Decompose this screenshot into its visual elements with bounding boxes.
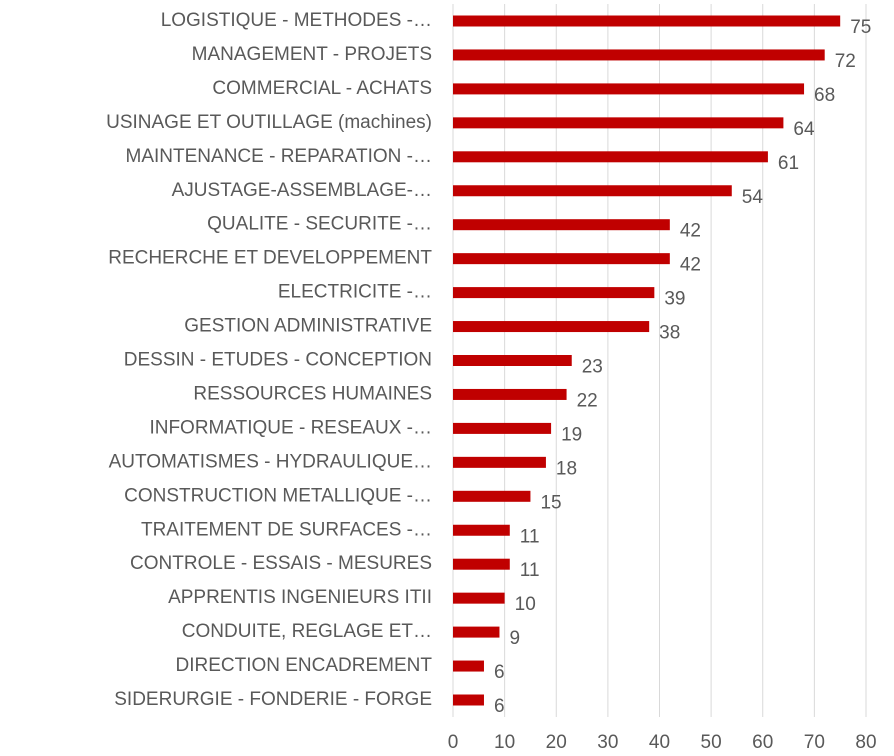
- data-label: 61: [778, 153, 799, 174]
- bar: [453, 287, 655, 299]
- y-tick-label: SIDERURGIE - FONDERIE - FORGE: [114, 689, 432, 710]
- x-tick-label: 60: [752, 732, 773, 753]
- bar: [453, 15, 841, 27]
- x-tick-label: 40: [649, 732, 670, 753]
- data-label: 6: [494, 696, 505, 717]
- y-tick-label: GESTION ADMINISTRATIVE: [184, 316, 432, 337]
- y-tick-label: QUALITE - SECURITE -…: [207, 214, 432, 235]
- data-label: 9: [509, 628, 520, 649]
- data-label: 72: [835, 51, 856, 72]
- bar: [453, 422, 552, 434]
- data-label: 22: [577, 390, 598, 411]
- bar: [453, 355, 572, 366]
- y-tick-label: CONDUITE, REGLAGE ET…: [182, 621, 432, 642]
- y-tick-label: DESSIN - ETUDES - CONCEPTION: [124, 350, 432, 371]
- y-tick-label: USINAGE ET OUTILLAGE (machines): [106, 112, 432, 133]
- bar: [453, 490, 531, 502]
- y-tick-label: MAINTENANCE - REPARATION -…: [126, 146, 432, 167]
- x-tick-label: 80: [855, 732, 876, 753]
- x-tick-label: 50: [701, 732, 722, 753]
- y-tick-label: ELECTRICITE -…: [278, 282, 432, 303]
- data-label: 11: [520, 526, 540, 547]
- x-tick-label: 20: [546, 732, 567, 753]
- bar: [453, 524, 510, 536]
- y-tick-label: AUTOMATISMES - HYDRAULIQUE…: [109, 451, 432, 472]
- data-label: 19: [561, 424, 582, 445]
- bar: [453, 558, 510, 570]
- data-label: 42: [680, 221, 701, 242]
- data-label: 10: [515, 594, 536, 615]
- data-label: 54: [742, 187, 764, 208]
- data-label: 38: [659, 323, 680, 344]
- y-tick-label: CONSTRUCTION METALLIQUE -…: [124, 485, 432, 506]
- x-tick-label: 30: [597, 732, 618, 753]
- data-label: 18: [556, 458, 577, 479]
- y-tick-label: INFORMATIQUE - RESEAUX -…: [149, 417, 432, 438]
- y-tick-label: COMMERCIAL - ACHATS: [212, 78, 432, 99]
- bar: [453, 83, 805, 95]
- data-label: 15: [540, 492, 561, 513]
- bar: [453, 49, 825, 61]
- bar: [453, 253, 670, 265]
- y-tick-label: RECHERCHE ET DEVELOPPEMENT: [108, 248, 432, 269]
- x-tick-label: 10: [494, 732, 515, 753]
- y-tick-label: MANAGEMENT - PROJETS: [192, 44, 432, 65]
- bar: [453, 117, 784, 129]
- data-label: 68: [814, 85, 835, 106]
- data-label: 75: [850, 17, 871, 38]
- data-label: 39: [664, 289, 685, 310]
- data-label: 23: [582, 357, 603, 378]
- y-tick-label: CONTROLE - ESSAIS - MESURES: [130, 553, 432, 574]
- bar: [453, 592, 505, 604]
- y-tick-label: AJUSTAGE-ASSEMBLAGE-…: [172, 180, 432, 201]
- y-tick-label: DIRECTION ENCADREMENT: [175, 655, 432, 676]
- bar: [453, 151, 768, 163]
- bar: [453, 694, 484, 706]
- bar: [453, 321, 650, 333]
- bar: [453, 219, 670, 231]
- data-label: 11: [520, 560, 540, 581]
- data-label: 42: [680, 255, 701, 276]
- y-tick-label: LOGISTIQUE - METHODES -…: [161, 10, 432, 31]
- data-label: 64: [793, 119, 815, 140]
- y-tick-label: APPRENTIS INGENIEURS ITII: [168, 587, 432, 608]
- bar: [453, 185, 732, 197]
- x-tick-label: 0: [448, 732, 459, 753]
- data-label: 6: [494, 662, 505, 683]
- bar: [453, 626, 500, 638]
- y-tick-label: RESSOURCES HUMAINES: [193, 383, 432, 404]
- y-tick-label: TRAITEMENT DE SURFACES -…: [141, 519, 432, 540]
- bar: [453, 388, 567, 400]
- bar: [453, 660, 484, 672]
- bar: [453, 456, 546, 468]
- x-tick-label: 70: [804, 732, 825, 753]
